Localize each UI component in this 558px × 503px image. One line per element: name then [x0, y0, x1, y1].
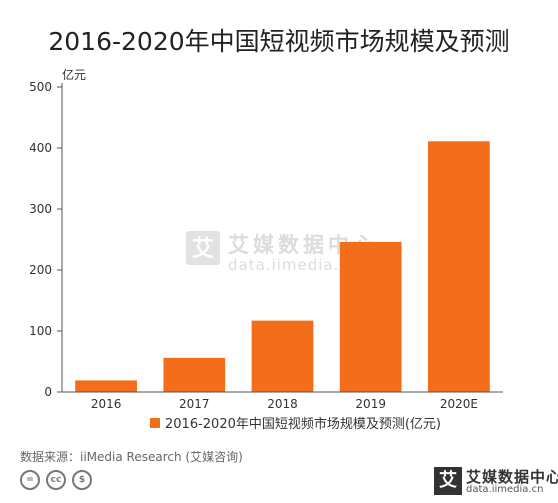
bar-2018: [251, 320, 314, 392]
y-tick-label: 0: [44, 385, 52, 399]
bars: [75, 141, 490, 392]
watermark-logo-char: 艾: [192, 237, 214, 262]
y-tick-label: 500: [29, 80, 52, 94]
bar-2020E: [428, 141, 490, 392]
watermark-url: data.iimedia.cn: [228, 256, 359, 274]
license-nd-icon: =: [20, 470, 40, 490]
legend-label: 2016-2020年中国短视频市场规模及预测(亿元): [165, 416, 441, 432]
x-tick-label: 2020E: [440, 397, 478, 411]
brand-logo-mark: 艾: [434, 467, 462, 495]
x-axis: 2016 2017 2018 2019 2020E: [62, 391, 503, 411]
x-tick-label: 2016: [91, 397, 122, 411]
chart-title: 2016-2020年中国短视频市场规模及预测: [48, 27, 509, 56]
bar-2017: [163, 357, 226, 392]
x-tick-label: 2019: [355, 397, 386, 411]
legend: 2016-2020年中国短视频市场规模及预测(亿元): [150, 416, 441, 432]
source-note: 数据来源：iiMedia Research (艾媒咨询): [20, 450, 243, 464]
bar-2016: [75, 380, 137, 392]
license-cc-icon: cc: [46, 470, 66, 490]
y-tick-label: 100: [29, 324, 52, 338]
brand-logo: 艾 艾媒数据中心 data.iimedia.cn: [434, 464, 558, 500]
y-tick-label: 200: [29, 263, 52, 277]
legend-swatch: [150, 418, 160, 428]
y-tick-label: 400: [29, 141, 52, 155]
brand-name: 艾媒数据中心: [466, 468, 558, 486]
brand-url: data.iimedia.cn: [466, 484, 544, 495]
license-nc-icon: $: [72, 470, 92, 490]
y-tick-label: 300: [29, 202, 52, 216]
y-axis-unit: 亿元: [62, 67, 86, 82]
x-tick-label: 2017: [179, 397, 210, 411]
y-axis: 0 100 200 300 400 500: [29, 80, 63, 399]
watermark-logo: [186, 231, 220, 265]
bar-2019: [339, 241, 402, 392]
x-tick-label: 2018: [267, 397, 298, 411]
